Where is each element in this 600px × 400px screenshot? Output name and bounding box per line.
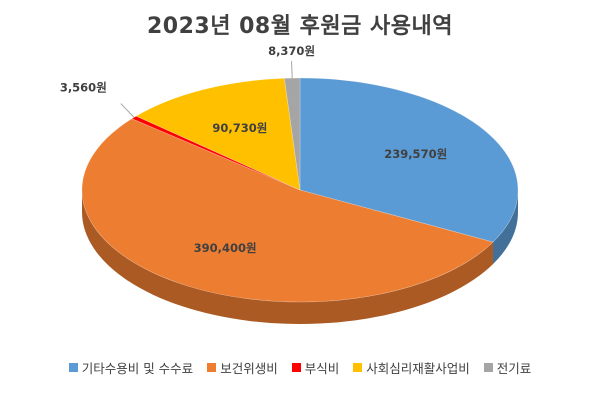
data-label-3: 90,730원 bbox=[212, 121, 267, 135]
legend-label-1: 보건위생비 bbox=[220, 361, 278, 376]
pie-side-0 bbox=[492, 190, 518, 265]
chart-title: 2023년 08월 후원금 사용내역 bbox=[147, 14, 453, 39]
legend-label-2: 부식비 bbox=[304, 361, 340, 376]
pie-data-labels: 239,570원 390,400원 3,560원 90,730원 8,370원 bbox=[60, 44, 447, 255]
pie-top-faces bbox=[81, 77, 519, 303]
legend-label-4: 전기료 bbox=[496, 361, 532, 376]
legend-swatch-3 bbox=[353, 363, 363, 372]
legend-label-0: 기타수용비 및 수수료 bbox=[81, 361, 194, 376]
data-label-2: 3,560원 bbox=[60, 81, 107, 95]
legend-item-3: 사회심리재활사업비 bbox=[353, 358, 470, 377]
legend: 기타수용비 및 수수료 보건위생비 부식비 사회심리재활사업비 전기료 bbox=[0, 358, 600, 377]
legend-swatch-1 bbox=[207, 363, 217, 372]
legend-swatch-4 bbox=[483, 363, 493, 372]
pie-side-1 bbox=[82, 190, 493, 324]
pie-slice-0 bbox=[299, 77, 519, 243]
pie-slice-1 bbox=[81, 118, 494, 303]
leader-line-2 bbox=[120, 103, 135, 118]
legend-item-1: 보건위생비 bbox=[207, 358, 278, 377]
legend-swatch-2 bbox=[291, 363, 301, 372]
leader-line-4 bbox=[291, 61, 293, 79]
legend-item-0: 기타수용비 및 수수료 bbox=[68, 358, 194, 377]
legend-label-3: 사회심리재활사업비 bbox=[366, 361, 470, 376]
data-label-1: 390,400원 bbox=[194, 241, 257, 255]
legend-item-4: 전기료 bbox=[483, 358, 532, 377]
data-label-4: 8,370원 bbox=[268, 44, 315, 58]
legend-swatch-0 bbox=[68, 363, 78, 372]
pie-side-walls bbox=[82, 190, 518, 324]
pie-slice-2 bbox=[131, 115, 301, 191]
legend-item-2: 부식비 bbox=[291, 358, 340, 377]
pie-slice-3 bbox=[135, 77, 301, 191]
data-label-0: 239,570원 bbox=[384, 147, 447, 161]
